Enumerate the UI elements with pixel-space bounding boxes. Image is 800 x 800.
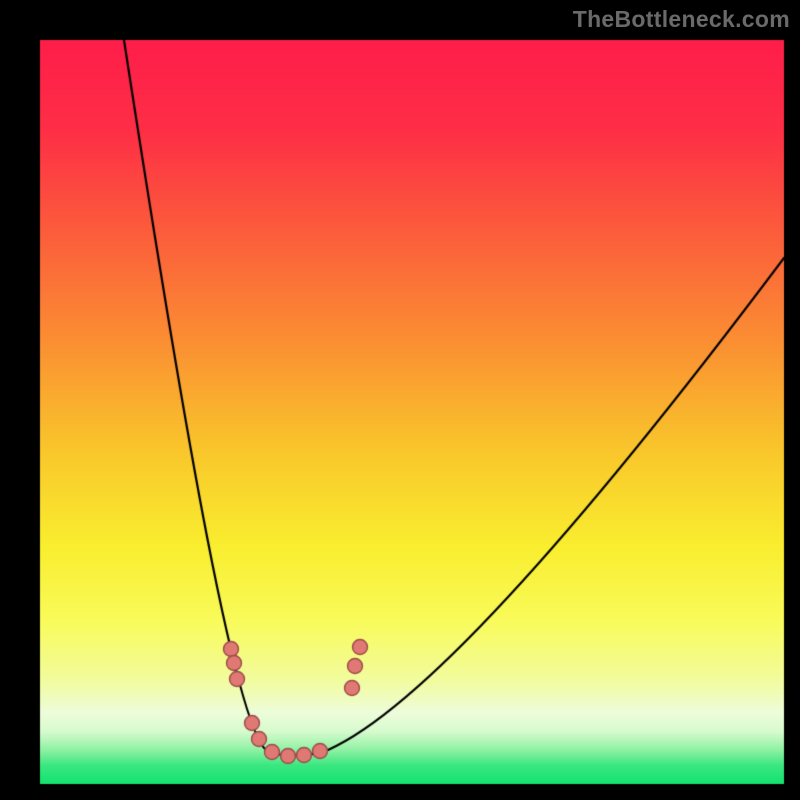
chart-canvas — [0, 0, 800, 800]
watermark-text: TheBottleneck.com — [573, 6, 790, 33]
